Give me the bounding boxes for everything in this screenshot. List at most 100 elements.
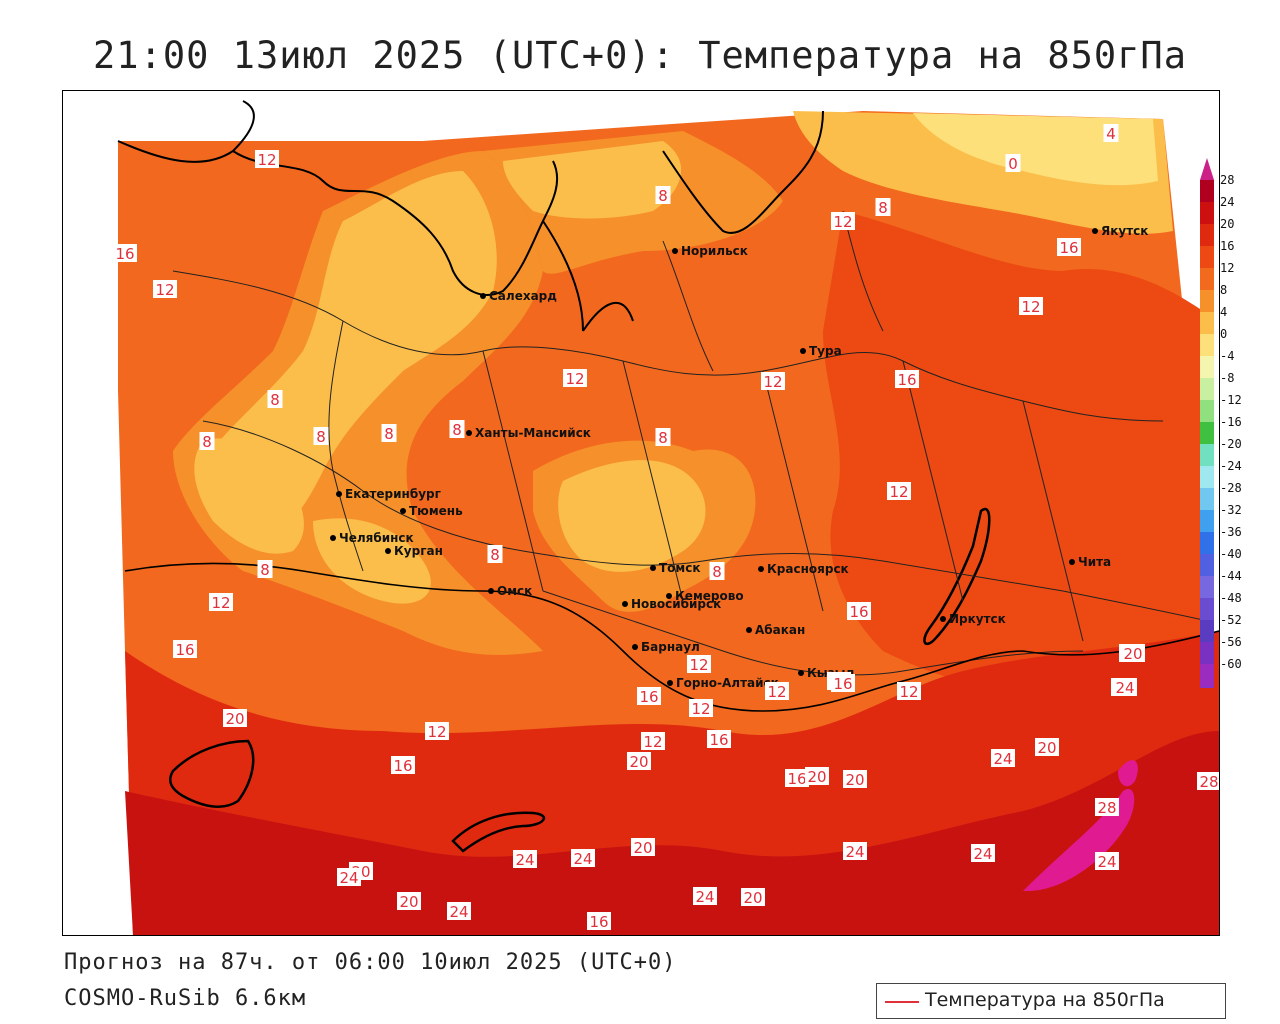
colorbar-tick-label: -40	[1220, 547, 1242, 561]
colorbar: 28 24 20 16 12 8 4 0 -4 -8 -12 -16 -20 -24 -28 -32 -36 -4…	[1200, 158, 1242, 688]
colorbar-swatch	[1200, 664, 1214, 686]
contour-label-box	[895, 370, 919, 388]
contour-label: 12	[1021, 298, 1040, 316]
city-marker	[798, 670, 804, 676]
contour-label: 8	[452, 421, 462, 439]
lake-aral	[169, 739, 255, 808]
contour-label-box	[693, 887, 717, 905]
city-label: Челябинск	[339, 531, 414, 545]
contour-label-box	[897, 682, 921, 700]
colorbar-tick-label: -56	[1220, 635, 1242, 649]
colorbar-tick-label: -48	[1220, 591, 1242, 605]
contour-label-box	[785, 769, 809, 787]
contour-label: 8	[384, 425, 394, 443]
contour-label: 28	[1199, 773, 1218, 791]
city-label: Новосибирск	[631, 597, 721, 611]
colorbar-swatch	[1200, 554, 1214, 576]
contour-label: 8	[658, 187, 668, 205]
contour-label: 16	[709, 731, 728, 749]
colorbar-tick-label: -24	[1220, 459, 1242, 473]
contour-label-box	[1095, 852, 1119, 870]
contour-label: 12	[833, 213, 852, 231]
contour-label-box	[655, 428, 671, 446]
contour-label: 12	[257, 151, 276, 169]
contour-label: 0	[1008, 155, 1018, 173]
city-marker	[632, 644, 638, 650]
contour-label: 16	[589, 913, 608, 931]
contour-label: 8	[316, 428, 326, 446]
city-marker	[667, 680, 673, 686]
contour-label: 20	[399, 893, 418, 911]
contour-label: 20	[743, 889, 762, 907]
legend-line-swatch	[885, 1001, 919, 1003]
city-marker	[758, 566, 764, 572]
colorbar-tick-label: 16	[1220, 239, 1234, 253]
map-title: 21:00 13июл 2025 (UTC+0): Температура на…	[93, 34, 1187, 77]
contour-label-box	[655, 186, 671, 204]
contour-label-box	[1019, 297, 1043, 315]
contour-label: 12	[643, 733, 662, 751]
contour-label-box	[223, 709, 247, 727]
contour-label-box	[153, 280, 177, 298]
city-label: Красноярск	[767, 562, 849, 576]
contour-label: 16	[175, 641, 194, 659]
colorbar-swatch	[1200, 488, 1214, 510]
contour-label-box	[1035, 738, 1059, 756]
city-marker	[622, 601, 628, 607]
contour-label: 24	[573, 850, 592, 868]
contour-label: 8	[658, 429, 668, 447]
colorbar-tick-label: -4	[1220, 349, 1234, 363]
contour-label-box	[831, 212, 855, 230]
contour-label-box	[689, 699, 713, 717]
colorbar-swatch	[1200, 444, 1214, 466]
colorbar-swatch	[1200, 202, 1214, 224]
colorbar-swatch	[1200, 180, 1214, 202]
colorbar-tick-label: -60	[1220, 657, 1242, 671]
colorbar-tick-label: 0	[1220, 327, 1227, 341]
contour-label-box	[765, 682, 789, 700]
contour-label: 12	[763, 373, 782, 391]
contour-label-box	[267, 390, 283, 408]
city-marker	[1092, 228, 1098, 234]
contour-label-box	[831, 674, 855, 692]
forecast-map[interactable]: Норильск Салехард Тура Якутск Ханты-Мансийск…	[62, 90, 1220, 936]
city-marker	[330, 535, 336, 541]
contour-label-box	[875, 198, 891, 216]
colorbar-swatch	[1200, 334, 1214, 356]
colorbar-tick-label: 12	[1220, 261, 1234, 275]
colorbar-tick-label: 8	[1220, 283, 1227, 297]
contour-label-box	[563, 369, 587, 387]
contour-label: 8	[202, 433, 212, 451]
contour-label: 16	[115, 245, 134, 263]
contour-label: 24	[1115, 679, 1134, 697]
city-label: Тура	[809, 344, 842, 358]
contour-label: 24	[1097, 853, 1116, 871]
city-label: Абакан	[755, 623, 805, 637]
contour-label-box	[1057, 238, 1081, 256]
contour-label: 20	[633, 839, 652, 857]
city-label: Ханты-Мансийск	[475, 426, 591, 440]
contour-label-box	[687, 655, 711, 673]
contour-label: 12	[211, 594, 230, 612]
contour-label: 16	[897, 371, 916, 389]
colorbar-swatch	[1200, 598, 1214, 620]
contour-label: 8	[712, 563, 722, 581]
contour-label-box	[741, 888, 765, 906]
colorbar-swatch	[1200, 620, 1214, 642]
colorbar-tick-label: 20	[1220, 217, 1234, 231]
forecast-info: Прогноз на 87ч. от 06:00 10июл 2025 (UTC…	[64, 950, 677, 975]
contour-label-box	[1095, 798, 1119, 816]
city-marker	[746, 627, 752, 633]
colorbar-swatch	[1200, 356, 1214, 378]
colorbar-tick-label: -32	[1220, 503, 1242, 517]
colorbar-tick-label: 4	[1220, 305, 1227, 319]
contour-label: 8	[878, 199, 888, 217]
city-marker	[400, 508, 406, 514]
contour-label-box	[843, 842, 867, 860]
contour-label: 8	[260, 561, 270, 579]
city-marker	[800, 348, 806, 354]
temperature-field-0-northeast	[913, 113, 1158, 186]
contour-label: 20	[845, 771, 864, 789]
city-marker	[385, 548, 391, 554]
city-label: Норильск	[681, 244, 748, 258]
